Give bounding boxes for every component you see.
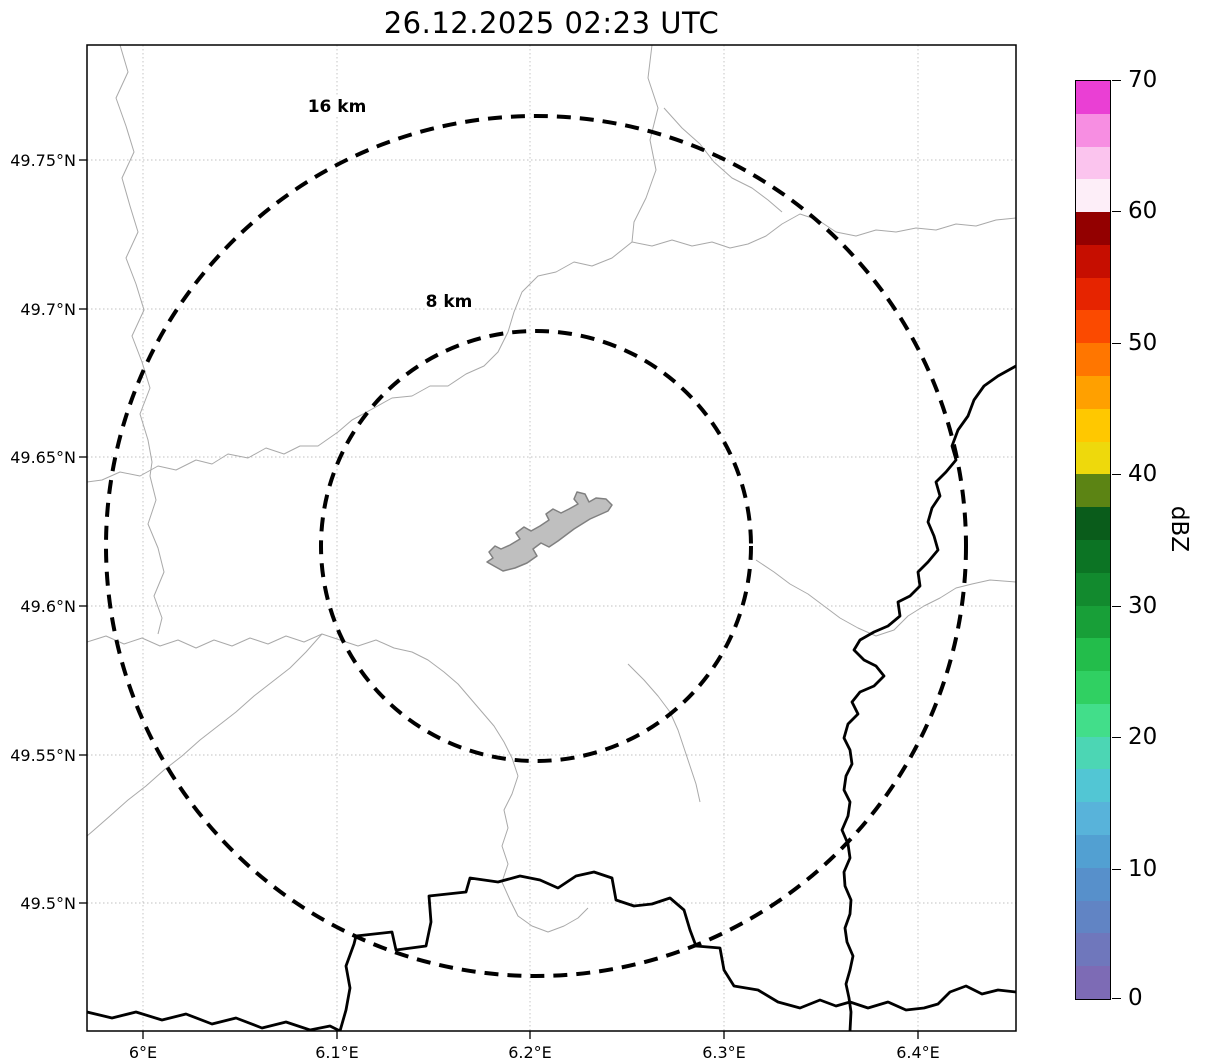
y-tick-label: 49.7°N [20,300,76,319]
admin-boundary-line [663,107,783,213]
colorbar-swatch [1076,474,1110,508]
colorbar-tick-label: 0 [1128,985,1143,1011]
range-ring-16km [104,114,968,978]
x-tick-label: 6.3°E [702,1043,746,1062]
airport-outline [486,491,613,572]
range-ring-label-8km: 8 km [426,292,473,312]
colorbar-tick-label: 10 [1128,856,1158,882]
colorbar-swatch [1076,310,1110,344]
colorbar-swatch [1076,113,1110,147]
x-tick-label: 6°E [129,1043,157,1062]
y-tick-label: 49.75°N [10,151,76,170]
colorbar-swatch [1076,539,1110,573]
x-tick-label: 6.2°E [508,1043,552,1062]
figure-title: 26.12.2025 02:23 UTC [383,6,720,40]
colorbar-tick-label: 50 [1128,330,1158,356]
colorbar-swatch [1076,244,1110,278]
colorbar-swatch [1076,966,1110,999]
colorbar-swatch [1076,81,1110,114]
colorbar-swatch [1076,212,1110,245]
country-border-line [338,870,1016,1031]
colorbar-tick-mark [1112,606,1121,607]
colorbar-tick-mark [1112,80,1121,81]
colorbar-tick-label: 20 [1128,724,1158,750]
colorbar-tick-label: 30 [1128,593,1158,619]
admin-boundary-line [627,663,701,803]
admin-boundary-line [755,559,1016,637]
y-tick-label: 49.65°N [10,448,76,467]
colorbar-axis-label: dBZ [1166,505,1193,553]
colorbar-swatch [1076,867,1110,901]
colorbar-swatch [1076,834,1110,868]
graticule-grid [87,45,1016,1031]
colorbar-tick-mark [1112,998,1121,999]
country-border-line [87,1010,342,1031]
colorbar-swatch [1076,736,1110,770]
river-border-line [840,364,1016,1031]
colorbar-swatch [1076,671,1110,704]
colorbar-tick-mark [1112,737,1121,738]
admin-boundary-line [115,45,165,635]
colorbar-swatch [1076,638,1110,672]
admin-boundary-line [87,45,659,483]
colorbar-tick-label: 70 [1128,67,1158,93]
y-tick-label: 49.55°N [10,746,76,765]
y-tick-label: 49.6°N [20,597,76,616]
colorbar-swatch [1076,769,1110,803]
colorbar-tick-mark [1112,869,1121,870]
country-borders [87,364,1016,1031]
colorbar-swatch [1076,277,1110,311]
admin-boundary-line [87,633,519,777]
axis-tick-marks [79,159,919,1039]
colorbar-swatch [1076,703,1110,737]
colorbar-tick-label: 60 [1128,198,1158,224]
colorbar-tick-mark [1112,343,1121,344]
range-rings [104,114,968,978]
admin-boundary-line [501,775,589,933]
x-tick-label: 6.4°E [896,1043,940,1062]
colorbar-swatch [1076,507,1110,540]
colorbar-swatch [1076,802,1110,835]
admin-boundary-line [87,633,323,837]
y-tick-label: 49.5°N [20,894,76,913]
x-axis-tick-labels: 6°E 6.1°E 6.2°E 6.3°E 6.4°E [129,1043,940,1062]
colorbar-swatch [1076,441,1110,475]
colorbar-tick-label: 40 [1128,461,1158,487]
colorbar-swatch [1076,343,1110,377]
x-tick-label: 6.1°E [315,1043,359,1062]
colorbar [1075,80,1111,1000]
colorbar-swatch [1076,408,1110,442]
range-ring-label-16km: 16 km [308,97,367,117]
colorbar-swatch [1076,900,1110,934]
colorbar-swatch [1076,933,1110,967]
colorbar-swatch [1076,376,1110,409]
colorbar-swatch [1076,146,1110,180]
colorbar-swatch [1076,179,1110,213]
range-ring-8km [319,329,753,763]
colorbar-swatch [1076,572,1110,606]
colorbar-tick-mark [1112,211,1121,212]
colorbar-swatch [1076,605,1110,639]
y-axis-tick-labels: 49.75°N 49.7°N 49.65°N 49.6°N 49.55°N 49… [10,151,76,913]
plot-frame [86,44,1017,1032]
colorbar-tick-mark [1112,474,1121,475]
